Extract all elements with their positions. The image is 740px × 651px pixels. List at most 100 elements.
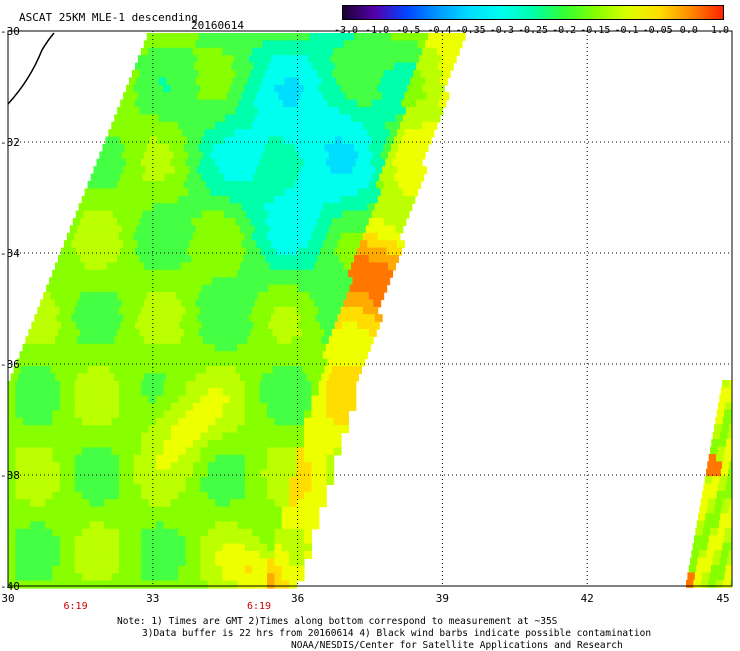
data-cell [262, 40, 270, 48]
data-cell [353, 277, 361, 285]
data-cell [307, 188, 315, 196]
data-cell [193, 433, 201, 441]
data-cell [200, 447, 208, 455]
data-cell [89, 492, 97, 500]
data-cell [252, 48, 260, 56]
data-cell [379, 174, 387, 182]
data-cell [97, 447, 105, 455]
data-cell [282, 381, 290, 389]
data-cell [165, 63, 173, 71]
data-cell [8, 536, 16, 544]
data-cell [67, 455, 75, 463]
data-cell [237, 477, 245, 485]
data-cell [58, 366, 66, 374]
data-cell [255, 373, 263, 381]
data-cell [191, 144, 199, 152]
data-cell [243, 33, 251, 41]
data-cell [715, 417, 723, 425]
data-cell [252, 484, 260, 492]
data-cell [67, 462, 75, 470]
data-cell [119, 484, 127, 492]
data-cell [413, 33, 421, 41]
data-cell [114, 114, 122, 122]
data-cell [289, 581, 297, 589]
data-cell [94, 166, 102, 174]
data-cell [326, 381, 334, 389]
data-cell [324, 107, 332, 115]
data-cell [45, 499, 53, 507]
data-cell [91, 248, 99, 256]
data-cell [60, 455, 68, 463]
data-cell [200, 440, 208, 448]
data-cell [260, 566, 268, 574]
data-cell [287, 329, 295, 337]
data-cell [249, 277, 257, 285]
data-cell [38, 447, 46, 455]
data-cell [89, 484, 97, 492]
data-cell [236, 292, 244, 300]
data-cell [42, 314, 50, 322]
data-cell [112, 433, 120, 441]
data-cell [175, 277, 183, 285]
data-cell [274, 381, 282, 389]
data-cell [247, 225, 255, 233]
data-cell [110, 292, 118, 300]
data-cell [273, 181, 281, 189]
data-cell [274, 529, 282, 537]
data-cell [119, 381, 127, 389]
data-cell [273, 107, 281, 115]
data-cell [99, 151, 107, 159]
data-cell [223, 514, 231, 522]
data-cell [332, 33, 340, 41]
data-cell [172, 211, 180, 219]
data-cell [154, 255, 162, 263]
data-cell [15, 425, 23, 433]
data-cell [256, 240, 264, 248]
data-cell [228, 366, 236, 374]
data-cell [128, 285, 136, 293]
data-cell [60, 492, 68, 500]
data-cell [252, 425, 260, 433]
data-cell [326, 233, 334, 241]
data-cell [197, 55, 205, 63]
data-cell [234, 277, 242, 285]
data-cell [274, 455, 282, 463]
data-cell [221, 181, 229, 189]
data-cell [85, 188, 93, 196]
data-cell [131, 351, 139, 359]
data-cell [178, 440, 186, 448]
data-cell [215, 507, 223, 515]
data-cell [39, 359, 47, 367]
data-cell [326, 440, 334, 448]
data-cell [240, 373, 248, 381]
data-cell [230, 551, 238, 559]
data-cell [370, 85, 378, 93]
data-cell [67, 270, 75, 278]
data-cell [282, 418, 290, 426]
data-cell [193, 307, 201, 315]
data-cell [162, 366, 170, 374]
data-cell [341, 403, 349, 411]
data-cell [186, 558, 194, 566]
data-cell [156, 425, 164, 433]
data-cell [60, 388, 68, 396]
data-cell [375, 240, 383, 248]
data-cell [186, 551, 194, 559]
data-cell [234, 203, 242, 211]
data-cell [260, 410, 268, 418]
data-cell [213, 329, 221, 337]
data-cell [112, 573, 120, 581]
data-cell [326, 122, 334, 130]
data-cell [311, 388, 319, 396]
data-cell [117, 107, 125, 115]
data-cell [336, 114, 344, 122]
data-cell [176, 292, 184, 300]
data-cell [265, 144, 273, 152]
data-cell [274, 122, 282, 130]
data-cell [97, 196, 105, 204]
data-cell [64, 277, 72, 285]
data-cell [75, 492, 83, 500]
data-cell [208, 536, 216, 544]
data-cell [126, 396, 134, 404]
data-cell [208, 440, 216, 448]
